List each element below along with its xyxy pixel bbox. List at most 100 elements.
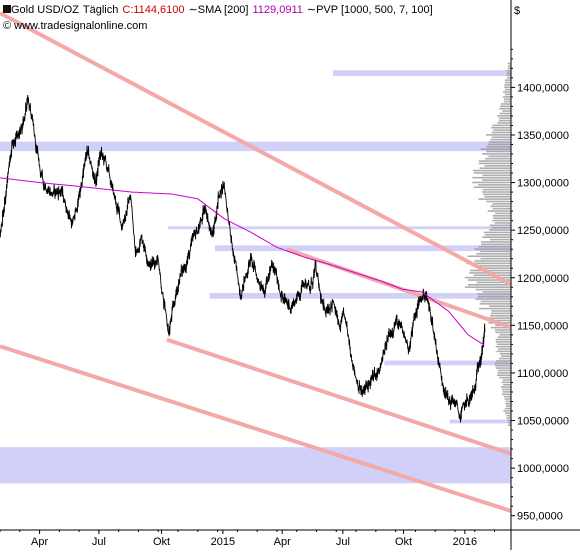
- volume-profile-bar: [467, 283, 511, 286]
- gold-price-line: [0, 94, 486, 423]
- volume-profile-bar: [464, 286, 511, 288]
- volume-profile-bar: [501, 355, 511, 357]
- volume-profile-bar: [505, 412, 511, 415]
- volume-profile-bar: [498, 369, 511, 372]
- volume-profile-bar: [483, 231, 511, 234]
- volume-profile-bar: [471, 264, 511, 267]
- price-band-0: [332, 70, 511, 76]
- x-tick-label: 2015: [211, 536, 235, 548]
- volume-profile-bar: [492, 203, 511, 205]
- volume-profile-bar: [478, 162, 511, 165]
- volume-profile-bar: [473, 169, 511, 172]
- volume-profile-bar: [495, 367, 511, 369]
- volume-profile-bar: [476, 281, 511, 284]
- volume-profile-bar: [495, 331, 511, 334]
- price-band-6: [449, 419, 511, 424]
- volume-profile-bar: [480, 250, 511, 253]
- price-band-7: [0, 447, 511, 484]
- price-swatch-icon: [3, 5, 11, 13]
- volume-profile-bar: [491, 226, 511, 229]
- volume-profile-bar: [493, 129, 511, 131]
- volume-profile-bar: [490, 205, 511, 208]
- y-tick-label: 1150,0000: [517, 320, 568, 332]
- volume-profile-bar: [468, 279, 511, 281]
- pvp-label: PVP [1000, 500, 7, 100]: [316, 4, 433, 16]
- x-tick-label: Apr: [31, 536, 48, 548]
- sma-line-icon: ∼: [188, 3, 198, 16]
- volume-profile-bar: [502, 391, 511, 393]
- volume-profile-bar: [496, 350, 511, 353]
- volume-profile-bar: [498, 117, 511, 120]
- volume-profile-bar: [505, 79, 511, 81]
- volume-profile-bar: [497, 115, 511, 117]
- y-tick-label: 1350,0000: [517, 130, 569, 142]
- volume-profile-bar: [499, 107, 511, 110]
- volume-profile-bar: [499, 112, 511, 115]
- volume-profile-bar: [489, 229, 511, 231]
- volume-profile-bar: [505, 81, 511, 84]
- volume-profile-bar: [482, 267, 511, 269]
- volume-profile-bar: [492, 319, 511, 322]
- volume-profile-bar: [487, 143, 511, 146]
- volume-profile-bar: [506, 72, 511, 74]
- volume-profile-bar: [503, 383, 511, 386]
- y-tick-label: 950,0000: [517, 511, 563, 523]
- volume-profile-bar: [503, 100, 511, 103]
- volume-profile-bar: [497, 372, 511, 374]
- sma-value: 1129,0911: [252, 4, 303, 16]
- volume-profile-bar: [479, 167, 511, 169]
- volume-profile-bar: [486, 145, 511, 148]
- volume-profile-bar: [482, 291, 511, 293]
- chart-legend: Gold USD/OZ Täglich C:1144,6100 ∼SMA [200] 1…: [3, 3, 433, 17]
- volume-profile-bar: [491, 131, 511, 134]
- volume-profile-bar: [474, 260, 511, 262]
- x-tick-label: Okt: [395, 536, 412, 548]
- volume-profile-bar: [503, 98, 511, 100]
- volume-profile-bar: [477, 293, 511, 296]
- volume-profile-bar: [489, 224, 511, 227]
- volume-profile-bar: [498, 119, 511, 122]
- volume-profile-bar: [472, 176, 511, 179]
- volume-profile-bar: [486, 200, 511, 203]
- volume-profile-bar: [473, 186, 511, 189]
- volume-profile-bar: [494, 362, 511, 365]
- volume-profile-bar: [480, 300, 511, 303]
- volume-profile-bar: [486, 134, 511, 136]
- volume-profile-bar: [502, 110, 511, 112]
- y-tick-label: 1250,0000: [517, 225, 569, 237]
- x-tick-label: Jul: [92, 536, 106, 548]
- volume-profile-bar: [478, 245, 511, 248]
- volume-profile-bar: [504, 93, 511, 96]
- volume-profile-bar: [506, 74, 511, 77]
- volume-profile-bar: [504, 86, 511, 89]
- volume-profile-bar: [495, 345, 511, 348]
- volume-profile-bar: [507, 67, 511, 70]
- volume-profile-bar: [479, 303, 511, 305]
- volume-profile-bar: [505, 402, 511, 405]
- volume-profile-bar: [483, 193, 511, 196]
- volume-profile-bar: [474, 248, 511, 250]
- price-band-3: [214, 245, 511, 252]
- volume-profile-bar: [500, 386, 511, 388]
- volume-profile-bar: [501, 393, 511, 396]
- volume-profile-bar: [501, 381, 511, 384]
- volume-profile-bar: [500, 103, 511, 105]
- volume-profile-bar: [499, 376, 511, 379]
- volume-profile-bar: [502, 379, 511, 381]
- volume-profile-bar: [502, 388, 511, 391]
- volume-profile-bar: [482, 191, 511, 193]
- volume-profile-bar: [507, 76, 511, 79]
- x-tick-label: 2016: [453, 536, 477, 548]
- x-tick-label: Jul: [336, 536, 350, 548]
- y-tick-label: 1050,0000: [517, 416, 569, 428]
- volume-profile-bar: [494, 329, 511, 331]
- volume-profile-bar: [506, 414, 511, 417]
- price-band-4: [209, 292, 511, 299]
- volume-profile-bar: [505, 400, 511, 403]
- x-tick-label: Okt: [153, 536, 170, 548]
- volume-profile-bar: [503, 410, 511, 412]
- volume-profile-bar: [495, 364, 511, 367]
- volume-profile-bar: [478, 198, 511, 200]
